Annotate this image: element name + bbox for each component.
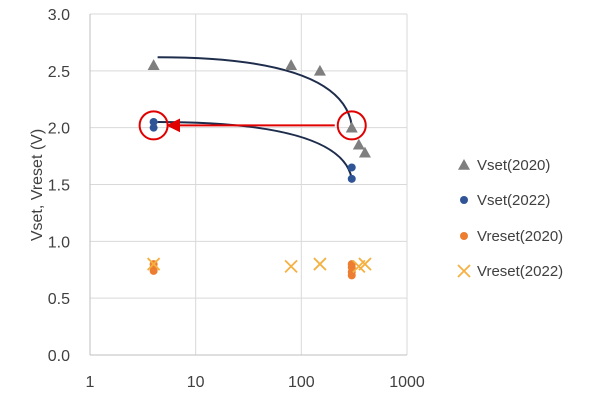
- x-marker-stroke: [313, 257, 327, 271]
- x-marker-stroke: [358, 257, 372, 271]
- data-point: [345, 121, 358, 133]
- y-tick-label: 2.0: [48, 121, 70, 138]
- highlight-circle: [138, 110, 169, 141]
- legend-marker: [458, 159, 470, 170]
- x-tick-label: 1: [86, 374, 95, 391]
- x-tick-label: 1000: [389, 374, 425, 391]
- data-point: [347, 174, 356, 183]
- data-point: [146, 257, 161, 271]
- y-tick-label: 1.0: [48, 234, 70, 251]
- data-point: [284, 259, 298, 273]
- y-tick-label: 2.5: [48, 64, 70, 81]
- x-marker-stroke: [146, 257, 161, 271]
- y-tick-label: 0.0: [48, 348, 70, 365]
- axis-ticks: 0.0 0.5 1.0 1.5 2.0 2.5 3.0 1 10 100 1000: [48, 7, 425, 391]
- legend-marker: [457, 264, 471, 278]
- data-point: [358, 257, 372, 271]
- y-tick-label: 1.5: [48, 178, 70, 195]
- x-marker-stroke: [457, 264, 471, 278]
- data-point: [313, 64, 326, 76]
- plot-area: [89, 14, 407, 356]
- legend-label: Vreset(2022): [477, 263, 563, 280]
- connector-curve: [157, 120, 353, 179]
- data-point: [352, 138, 365, 150]
- legend-label: Vset(2020): [477, 157, 550, 174]
- legend-label: Vreset(2020): [477, 228, 563, 245]
- data-points: [146, 59, 372, 280]
- annotations: [138, 56, 367, 179]
- legend-label: Vset(2022): [477, 192, 550, 209]
- data-point: [358, 146, 371, 158]
- x-tick-label: 100: [288, 374, 315, 391]
- y-tick-label: 3.0: [48, 7, 70, 24]
- legend: Vset(2020) Vset(2022) Vreset(2020) Vreset(2…: [457, 157, 563, 280]
- data-point: [149, 266, 158, 275]
- data-point: [149, 123, 158, 132]
- highlight-circle: [336, 110, 367, 141]
- data-point: [149, 117, 158, 126]
- x-tick-label: 10: [187, 374, 205, 391]
- connector-curve: [157, 56, 353, 126]
- grid-lines: [89, 13, 408, 356]
- y-tick-label: 0.5: [48, 291, 70, 308]
- legend-marker: [460, 196, 468, 204]
- legend-marker: [460, 232, 468, 240]
- y-axis-title: Vset, Vreset (V): [29, 129, 46, 241]
- data-point: [347, 271, 356, 280]
- data-point: [313, 257, 327, 271]
- data-point: [147, 59, 160, 70]
- data-point: [285, 59, 298, 70]
- x-marker-stroke: [284, 259, 298, 273]
- data-point: [347, 163, 356, 172]
